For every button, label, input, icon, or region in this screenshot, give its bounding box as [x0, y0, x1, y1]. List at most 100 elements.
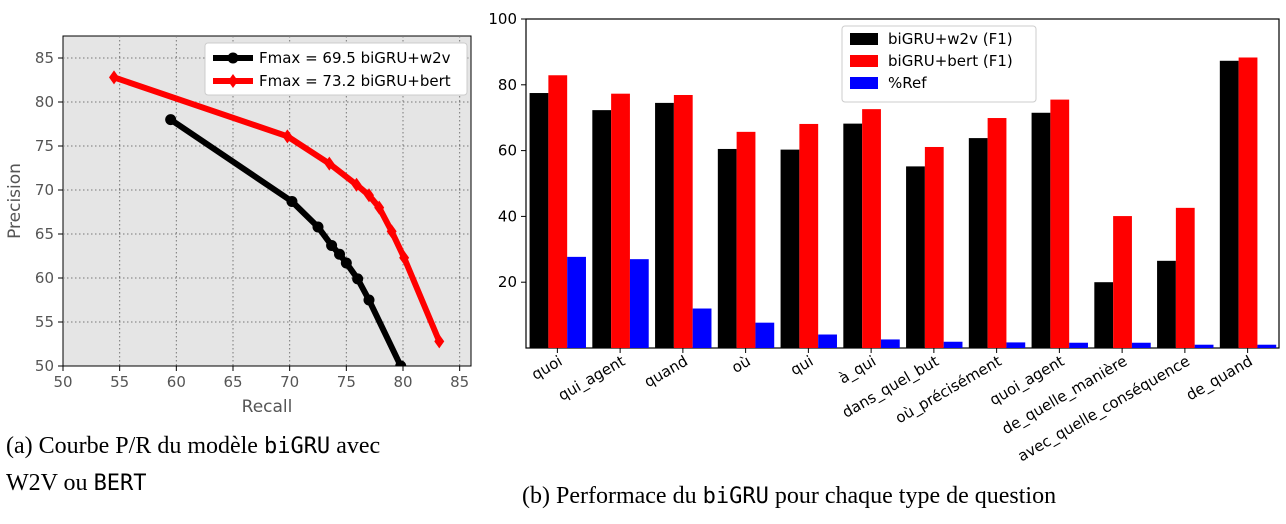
bar-bert — [548, 75, 568, 348]
pr-y-tick-label: 80 — [35, 93, 54, 111]
pr-legend-marker — [228, 74, 238, 88]
pr-point-marker — [326, 239, 338, 251]
pr-point-marker — [434, 334, 445, 349]
bar-ref — [818, 334, 837, 348]
bar-bert — [924, 146, 944, 348]
bar-x-tick-label: où_précisément — [892, 352, 1005, 428]
bar-bert — [987, 118, 1007, 349]
pr-x-axis-title: Recall — [242, 397, 293, 417]
pr-x-tick-label: 50 — [53, 373, 72, 391]
bar-legend-swatch — [850, 33, 878, 45]
bar-w2v — [780, 149, 800, 348]
pr-x-tick-label: 60 — [167, 373, 186, 391]
bar-y-tick-label: 20 — [498, 273, 517, 291]
pr-y-tick-label: 65 — [35, 225, 54, 243]
bar-x-tick-label: qui_agent — [555, 352, 629, 406]
caption-a: (a) Courbe P/R du modèle biGRU avec W2V … — [6, 428, 476, 502]
pr-y-axis-title: Precision — [5, 163, 25, 239]
pr-ticks: 50 55 60 65 70 75 80 85 50 55 60 65 70 75 80 85 — [35, 49, 469, 391]
pr-y-tick-label: 55 — [35, 313, 54, 331]
bar-w2v — [843, 123, 863, 348]
bar-legend-box — [841, 25, 1037, 103]
bar-bert — [799, 123, 819, 349]
bar-y-tick-label: 40 — [498, 207, 517, 225]
pr-point-marker — [363, 294, 375, 306]
bar-x-tick-label: quand — [641, 352, 691, 391]
pr-y-tick-label: 75 — [35, 137, 54, 155]
bar-ref — [1257, 344, 1277, 348]
bar-y-tick-label: 60 — [498, 142, 517, 160]
bar-ref — [880, 339, 900, 348]
bar-x-tick-label: qui — [787, 352, 816, 379]
bar-w2v — [1031, 112, 1051, 348]
pr-legend: Fmax = 69.5 biGRU+w2v Fmax = 73.2 biGRU+b… — [204, 42, 468, 96]
pr-point-marker — [286, 195, 298, 207]
pr-legend-marker — [227, 52, 239, 64]
bar-w2v — [1219, 60, 1239, 349]
caption-b-model: biGRU — [702, 484, 769, 509]
bar-bert — [1238, 57, 1258, 348]
pr-x-tick-label: 80 — [393, 373, 412, 391]
bar-bert — [1113, 216, 1132, 348]
caption-b-text: (b) Performace du — [522, 483, 703, 509]
pr-series — [109, 70, 445, 366]
pr-y-tick-label: 60 — [35, 269, 54, 287]
caption-a-model: biGRU — [263, 434, 331, 459]
pr-y-tick-label: 85 — [35, 49, 54, 67]
pr-point-marker — [386, 224, 397, 239]
bar-bert — [1050, 99, 1070, 348]
bar-w2v — [717, 148, 737, 348]
bar-y-tick-label: 80 — [498, 76, 517, 94]
bar-x-tick-label: à_qui — [836, 352, 880, 388]
bar-x-tick-label: quoi — [528, 352, 565, 384]
caption-a-bert: BERT — [93, 471, 147, 496]
bar-w2v — [529, 93, 549, 349]
bar-legend-swatch — [850, 55, 878, 67]
bar-w2v — [906, 166, 925, 348]
bar-w2v — [968, 138, 988, 348]
pr-point-marker — [351, 177, 362, 192]
bar-legend: biGRU+w2v (F1) biGRU+bert (F1) %Ref — [841, 25, 1037, 103]
pr-legend-box — [204, 42, 468, 96]
bar-bert — [736, 131, 756, 348]
pr-point-marker — [364, 188, 374, 203]
bar-w2v — [592, 110, 612, 349]
bar-ref — [629, 259, 649, 348]
caption-a-mid: avec — [330, 433, 381, 459]
caption-a-line2: W2V ou — [6, 470, 94, 496]
bar-bert — [673, 94, 693, 349]
pr-point-marker — [109, 70, 119, 85]
bar-x-tick-label: de_quand — [1183, 352, 1256, 405]
bar-ref — [943, 341, 963, 348]
bar-series — [529, 57, 1277, 349]
bar-w2v — [1094, 282, 1114, 348]
caption-a-text: (a) Courbe P/R du modèle — [6, 433, 264, 459]
pr-point-marker — [399, 250, 410, 265]
bar-legend-label: biGRU+bert (F1) — [888, 52, 1013, 70]
bar-ref — [1194, 344, 1214, 348]
pr-legend-label: Fmax = 73.2 biGRU+bert — [259, 72, 451, 90]
bar-legend-label: biGRU+w2v (F1) — [888, 30, 1013, 48]
bar-legend-swatch — [850, 77, 878, 89]
pr-point-marker — [352, 273, 364, 285]
bar-ref — [1069, 342, 1088, 348]
pr-point-marker — [334, 248, 346, 260]
bar-legend-label: %Ref — [888, 74, 927, 92]
bar-ref — [755, 322, 775, 348]
pr-y-tick-label: 50 — [35, 357, 54, 375]
pr-point-marker — [165, 114, 177, 126]
pr-point-marker — [312, 221, 324, 233]
caption-b: (b) Performace du biGRU pour chaque type… — [522, 478, 1282, 515]
bar-ref — [1006, 342, 1026, 348]
pr-point-marker — [282, 129, 293, 144]
bar-bert — [611, 93, 630, 348]
pr-x-tick-label: 75 — [337, 373, 356, 391]
bar-x-tick-label: où — [728, 352, 753, 377]
bar-ref — [692, 308, 712, 348]
pr-x-tick-label: 55 — [110, 373, 129, 391]
pr-point-marker — [340, 257, 352, 269]
bar-w2v — [1157, 260, 1176, 348]
